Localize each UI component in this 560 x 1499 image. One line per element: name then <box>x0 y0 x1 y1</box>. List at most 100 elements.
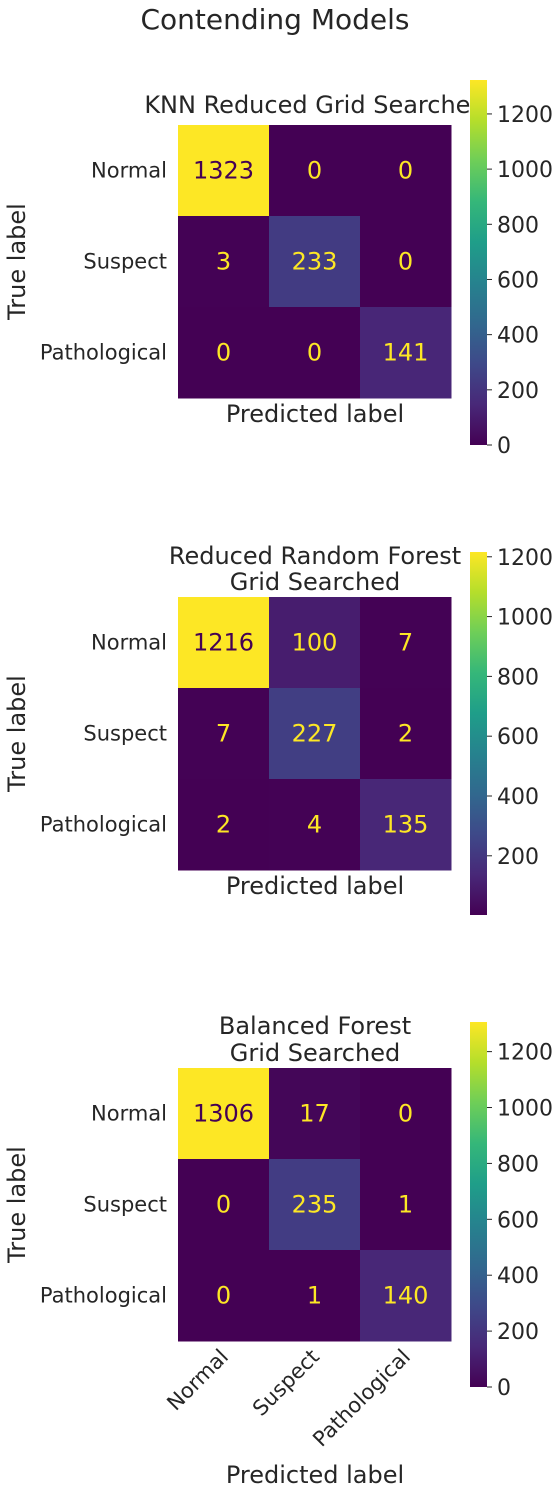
matrix-cell <box>178 779 270 871</box>
colorbar-tick-label: 1000 <box>497 158 553 183</box>
matrix-cell <box>360 216 452 308</box>
cell-value-label: 1306 <box>193 1100 254 1128</box>
chart-title: Balanced Forest <box>219 1012 411 1040</box>
colorbar-tick-label: 400 <box>497 324 539 349</box>
y-tick-label: Suspect <box>83 250 167 274</box>
matrix-cell <box>178 125 270 217</box>
cell-value-label: 0 <box>216 1191 231 1219</box>
matrix-cell <box>269 216 361 308</box>
chart-title: Grid Searched <box>230 568 400 596</box>
colorbar-tick-label: 0 <box>497 1376 511 1401</box>
x-axis-label: Predicted label <box>226 872 404 900</box>
colorbar-tick-label: 1000 <box>497 1097 553 1122</box>
cell-value-label: 0 <box>307 339 322 367</box>
cell-value-label: 0 <box>398 248 413 276</box>
chart-title: Reduced Random Forest <box>169 542 461 570</box>
y-tick-label: Pathological <box>40 813 167 837</box>
cell-value-label: 233 <box>292 248 338 276</box>
colorbar <box>470 80 487 445</box>
cell-value-label: 1323 <box>193 157 254 185</box>
y-axis-label: True label <box>3 203 31 321</box>
x-axis-label: Predicted label <box>226 1461 404 1489</box>
cell-value-label: 4 <box>307 811 322 839</box>
y-tick-label: Pathological <box>40 1284 167 1308</box>
chart-title: Grid Searched <box>230 1039 400 1067</box>
cell-value-label: 3 <box>216 248 231 276</box>
cell-value-label: 0 <box>216 339 231 367</box>
colorbar-tick-label: 1200 <box>497 1041 553 1066</box>
colorbar-tick-label: 400 <box>497 1264 539 1289</box>
matrix-cell <box>178 307 270 399</box>
matrix-cell <box>360 1250 452 1342</box>
matrix-cell <box>269 1250 361 1342</box>
matrix-cell <box>178 597 270 689</box>
y-tick-label: Suspect <box>83 1193 167 1217</box>
colorbar-tick-label: 200 <box>497 1320 539 1345</box>
colorbar-tick-label: 1000 <box>497 606 553 631</box>
matrix-cell <box>269 1068 361 1160</box>
colorbar-tick-label: 200 <box>497 845 539 870</box>
colorbar-tick-label: 600 <box>497 1208 539 1233</box>
cell-value-label: 0 <box>398 1100 413 1128</box>
matrix-cell <box>360 125 452 217</box>
y-tick-label: Normal <box>91 631 167 655</box>
matrix-cell <box>178 688 270 780</box>
matrix-cell <box>360 688 452 780</box>
cell-value-label: 141 <box>383 339 429 367</box>
colorbar-tick-label: 1200 <box>497 546 553 571</box>
matrix-cell <box>269 125 361 217</box>
matrix-cell <box>360 307 452 399</box>
cell-value-label: 1216 <box>193 629 254 657</box>
matrix-cell <box>360 1159 452 1251</box>
cell-value-label: 1 <box>307 1282 322 1310</box>
colorbar-tick-label: 1200 <box>497 103 553 128</box>
x-tick-label: Pathological <box>308 1345 415 1452</box>
chart-title: KNN Reduced Grid Searched <box>144 91 485 119</box>
x-tick-label: Normal <box>162 1345 233 1416</box>
colorbar-tick-label: 800 <box>497 213 539 238</box>
cell-value-label: 0 <box>307 157 322 185</box>
colorbar <box>470 1022 487 1387</box>
matrix-cell <box>178 216 270 308</box>
cell-value-label: 235 <box>292 1191 338 1219</box>
x-axis-label: Predicted label <box>226 400 404 428</box>
matrix-cell <box>269 688 361 780</box>
colorbar-tick-label: 800 <box>497 1152 539 1177</box>
colorbar-tick-label: 600 <box>497 268 539 293</box>
colorbar-tick-label: 400 <box>497 785 539 810</box>
cell-value-label: 2 <box>398 720 413 748</box>
matrix-cell <box>178 1068 270 1160</box>
matrix-cell <box>360 597 452 689</box>
matrix-cell <box>269 1159 361 1251</box>
cell-value-label: 140 <box>383 1282 429 1310</box>
x-tick-label: Suspect <box>248 1345 324 1421</box>
matrix-cell <box>360 779 452 871</box>
colorbar-tick-label: 0 <box>497 434 511 459</box>
matrix-cell <box>178 1159 270 1251</box>
y-tick-label: Normal <box>91 159 167 183</box>
matrix-cell <box>360 1068 452 1160</box>
y-tick-label: Suspect <box>83 722 167 746</box>
cell-value-label: 2 <box>216 811 231 839</box>
cell-value-label: 135 <box>383 811 429 839</box>
cell-value-label: 17 <box>299 1100 330 1128</box>
cell-value-label: 0 <box>398 157 413 185</box>
cell-value-label: 227 <box>292 720 338 748</box>
colorbar-tick-label: 600 <box>497 725 539 750</box>
colorbar-tick-label: 200 <box>497 379 539 404</box>
cell-value-label: 100 <box>292 629 338 657</box>
y-tick-label: Normal <box>91 1102 167 1126</box>
matrix-cell <box>178 1250 270 1342</box>
figure-title: Contending Models <box>140 3 409 36</box>
cell-value-label: 7 <box>398 629 413 657</box>
cell-value-label: 7 <box>216 720 231 748</box>
matrix-cell <box>269 597 361 689</box>
cell-value-label: 0 <box>216 1282 231 1310</box>
matrix-cell <box>269 779 361 871</box>
cell-value-label: 1 <box>398 1191 413 1219</box>
colorbar <box>470 552 487 915</box>
